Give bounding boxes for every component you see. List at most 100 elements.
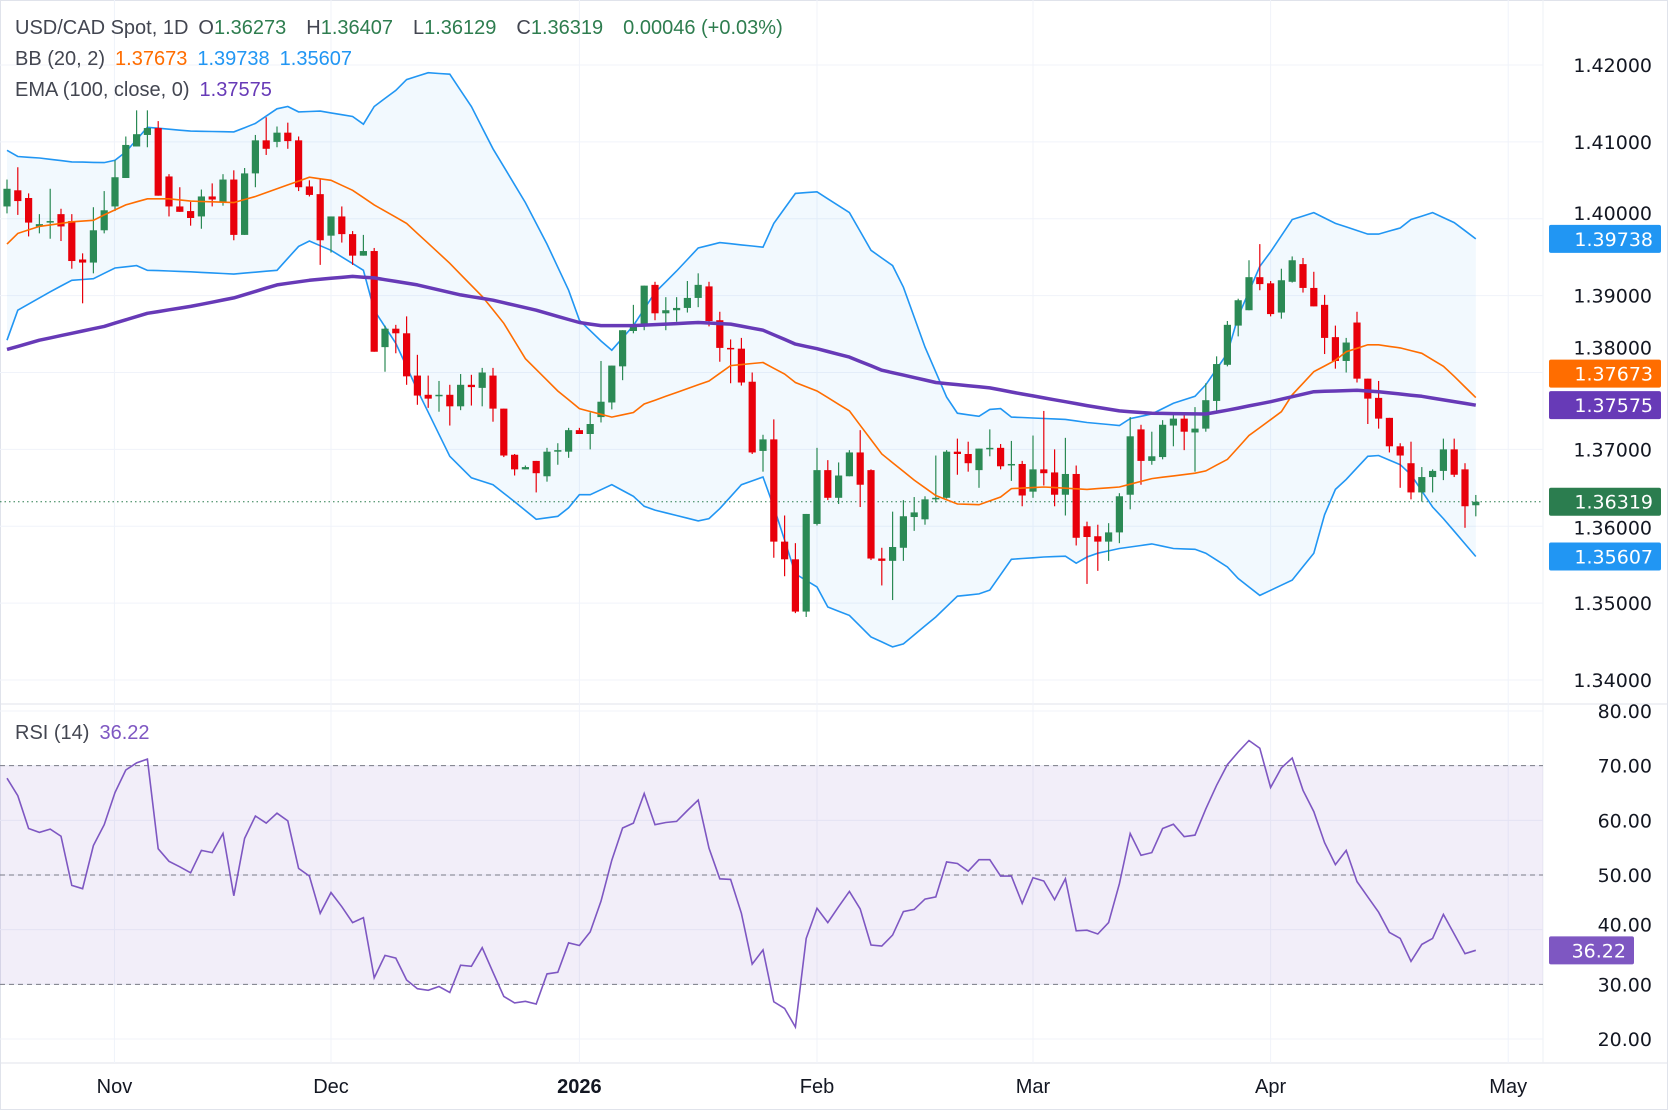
candle[interactable] [1321, 294, 1329, 355]
candle[interactable] [889, 511, 897, 601]
candle[interactable] [467, 374, 475, 406]
candle[interactable] [543, 447, 551, 482]
candle[interactable] [1148, 431, 1156, 465]
candle[interactable] [759, 434, 767, 472]
candle[interactable] [673, 297, 681, 322]
candle[interactable] [1191, 407, 1199, 472]
candle[interactable] [1472, 494, 1480, 517]
candle[interactable] [953, 438, 961, 475]
candle[interactable] [1418, 467, 1426, 502]
rsi-legend[interactable]: RSI (14) 36.22 [15, 722, 160, 745]
candle[interactable] [910, 497, 918, 531]
candle[interactable] [284, 122, 292, 149]
candle[interactable] [651, 281, 659, 321]
candle[interactable] [1439, 438, 1447, 481]
candle[interactable] [575, 427, 583, 434]
candle[interactable] [1234, 298, 1242, 337]
candle[interactable] [640, 285, 648, 331]
candle[interactable] [532, 460, 540, 493]
candle[interactable] [413, 354, 421, 405]
candle[interactable] [716, 311, 724, 362]
candle[interactable] [122, 136, 130, 179]
candle[interactable] [349, 231, 357, 265]
candle[interactable] [586, 412, 594, 450]
candle[interactable] [1375, 380, 1383, 429]
symbol-title[interactable]: USD/CAD Spot, 1D [15, 17, 189, 39]
candle[interactable] [629, 304, 637, 334]
candle[interactable] [565, 427, 573, 458]
candle[interactable] [381, 325, 389, 372]
candle[interactable] [251, 134, 259, 188]
ema-legend[interactable]: EMA (100, close, 0) 1.37575 [15, 79, 282, 102]
bb-legend[interactable]: BB (20, 2) 1.37673 1.39738 1.35607 [15, 48, 362, 71]
candle[interactable] [1461, 463, 1469, 528]
candle[interactable] [802, 513, 810, 617]
candle[interactable] [1223, 320, 1231, 367]
candle[interactable] [187, 201, 195, 226]
candle[interactable] [921, 496, 929, 525]
candle[interactable] [79, 253, 87, 304]
candle[interactable] [1007, 440, 1015, 481]
candle[interactable] [489, 367, 497, 422]
candle[interactable] [1310, 271, 1318, 307]
candle[interactable] [899, 500, 907, 561]
candle[interactable] [727, 339, 735, 384]
candle[interactable] [424, 375, 432, 408]
candle[interactable] [1159, 420, 1167, 460]
candle[interactable] [1288, 256, 1296, 283]
candle[interactable] [111, 160, 119, 212]
candle[interactable] [219, 174, 227, 206]
candle[interactable] [521, 465, 529, 470]
candle[interactable] [1115, 493, 1123, 544]
candle[interactable] [338, 206, 346, 243]
candle[interactable] [208, 183, 216, 207]
candle[interactable] [143, 110, 151, 148]
candle[interactable] [781, 515, 789, 577]
candle[interactable] [435, 380, 443, 412]
candle[interactable] [1277, 268, 1285, 319]
candle[interactable] [1385, 417, 1393, 453]
candle[interactable] [1094, 524, 1102, 571]
candle[interactable] [89, 207, 97, 274]
candle[interactable] [403, 316, 411, 385]
candle[interactable] [986, 429, 994, 457]
candle[interactable] [1126, 417, 1134, 510]
candle[interactable] [1450, 438, 1458, 478]
candle[interactable] [748, 372, 756, 454]
candle[interactable] [1180, 412, 1188, 451]
candle[interactable] [835, 462, 843, 504]
candle[interactable] [154, 121, 162, 196]
candle[interactable] [1429, 469, 1437, 493]
candle[interactable] [845, 450, 853, 477]
candle[interactable] [500, 408, 508, 458]
candle[interactable] [35, 214, 43, 234]
candle[interactable] [197, 189, 205, 229]
candle[interactable] [1331, 325, 1339, 369]
candle[interactable] [305, 180, 313, 197]
candle[interactable] [14, 167, 22, 215]
candle[interactable] [791, 543, 799, 614]
candle[interactable] [359, 234, 367, 256]
candle[interactable] [165, 174, 173, 217]
candle[interactable] [295, 136, 303, 192]
candle[interactable] [1353, 311, 1361, 383]
candle[interactable] [370, 247, 378, 352]
candle[interactable] [824, 460, 832, 501]
candle[interactable] [230, 170, 238, 241]
candle[interactable] [1256, 244, 1264, 291]
candle[interactable] [1407, 441, 1415, 500]
candle[interactable] [608, 365, 616, 410]
candle[interactable] [457, 374, 465, 411]
candle[interactable] [1061, 437, 1069, 516]
candle[interactable] [554, 443, 562, 465]
candle[interactable] [1364, 378, 1372, 425]
candle[interactable] [1213, 356, 1221, 411]
candle[interactable] [1083, 521, 1091, 584]
candle[interactable] [975, 448, 983, 488]
candle[interactable] [1169, 412, 1177, 447]
candle[interactable] [705, 281, 713, 327]
candle[interactable] [997, 443, 1005, 470]
candle[interactable] [619, 330, 627, 381]
candle[interactable] [241, 168, 249, 235]
